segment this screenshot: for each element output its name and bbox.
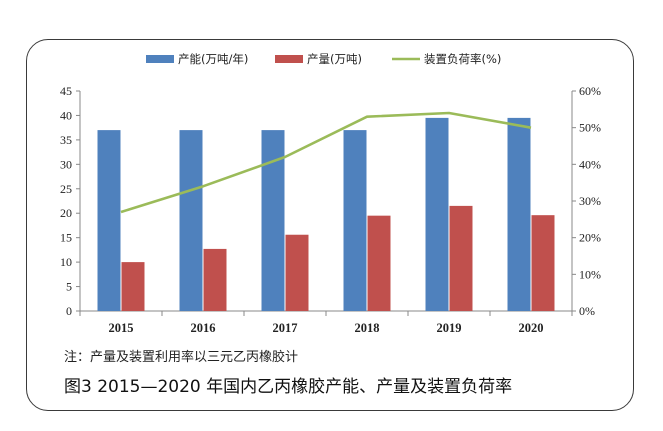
x-tick-label: 2018	[355, 321, 380, 335]
y-right-tick-label: 50%	[579, 121, 601, 135]
y-left-tick-label: 45	[60, 84, 72, 98]
y-left-tick-label: 30	[60, 157, 72, 171]
bar-capacity-2016	[179, 130, 203, 311]
y-left-tick-label: 10	[60, 255, 72, 269]
load-rate-line	[120, 111, 532, 214]
legend-label-1: 产量(万吨)	[307, 52, 362, 66]
bar-output-2020	[531, 215, 555, 311]
figure-frame	[26, 39, 634, 411]
legend-swatch-1	[275, 55, 303, 63]
chart-note: 注：产量及装置利用率以三元乙丙橡胶计	[64, 350, 299, 365]
bar-capacity-2018	[343, 130, 367, 311]
y-left-tick-label: 0	[66, 304, 72, 318]
y-right-tick-label: 60%	[579, 84, 601, 98]
bar-output-2017	[285, 234, 309, 311]
bar-capacity-2019	[425, 117, 449, 311]
x-tick-label: 2017	[273, 321, 298, 335]
legend-label-2: 装置负荷率(%)	[424, 52, 501, 66]
chart-legend: 产能(万吨/年) 产量(万吨) 装置负荷率(%)	[146, 52, 501, 66]
bar-capacity-2020	[507, 117, 531, 311]
x-tick-label: 2020	[519, 321, 544, 335]
y-right-tick-label: 0%	[579, 304, 595, 318]
y-left-tick-label: 25	[60, 182, 72, 196]
y-left-tick-label: 20	[60, 206, 72, 220]
bar-output-2016	[203, 248, 227, 311]
bar-output-2019	[449, 205, 473, 311]
bar-capacity-2017	[261, 130, 285, 311]
legend-swatch-0	[146, 55, 174, 63]
x-tick-label: 2019	[437, 321, 462, 335]
y-right-tick-label: 20%	[579, 231, 601, 245]
figure-caption: 图3 2015—2020 年国内乙丙橡胶产能、产量及装置负荷率	[64, 377, 513, 397]
y-right-tick-label: 10%	[579, 267, 601, 281]
bar-output-2018	[367, 215, 391, 311]
x-tick-label: 2016	[191, 321, 216, 335]
y-left-tick-label: 35	[60, 133, 72, 147]
y-left-tick-label: 15	[60, 231, 72, 245]
chart-axes: 0 5 10 15 20 25 30 35 40 45 0% 10% 20% 30% 40% 50% 60% 20…	[60, 84, 601, 335]
bar-capacity-2015	[97, 130, 121, 311]
y-right-tick-label: 30%	[579, 194, 601, 208]
bar-output-2015	[121, 262, 145, 311]
y-right-tick-label: 40%	[579, 157, 601, 171]
chart-bars	[97, 117, 555, 311]
chart-line	[120, 111, 532, 214]
y-left-tick-label: 40	[60, 108, 72, 122]
x-tick-label: 2015	[109, 321, 134, 335]
y-left-tick-label: 5	[66, 280, 72, 294]
legend-label-0: 产能(万吨/年)	[178, 52, 248, 66]
